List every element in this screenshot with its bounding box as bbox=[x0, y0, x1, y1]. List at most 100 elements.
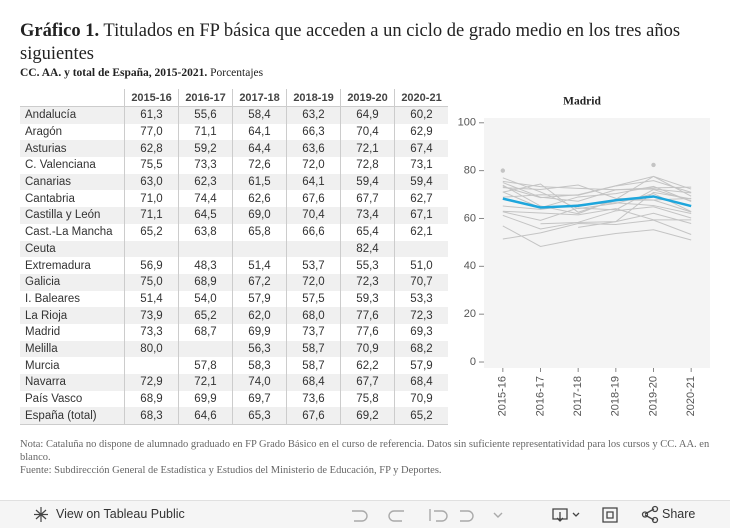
tableau-icon[interactable] bbox=[34, 507, 48, 522]
table-cell: 73,9 bbox=[124, 307, 179, 324]
table-row: Navarra 72,9 72,1 74,0 68,4 67,7 68,4 bbox=[20, 374, 448, 391]
table-cell bbox=[286, 240, 341, 258]
table-cell: 65,8 bbox=[232, 223, 287, 241]
title-block: Gráfico 1. Titulados en FP básica que ac… bbox=[20, 20, 710, 66]
table-cell: 70,7 bbox=[394, 273, 448, 291]
table-cell: 48,3 bbox=[178, 257, 233, 274]
table-cell: 57,9 bbox=[232, 290, 287, 308]
refresh-button[interactable] bbox=[460, 510, 503, 522]
table-cell: 67,7 bbox=[340, 190, 395, 208]
share-button[interactable]: Share bbox=[662, 507, 696, 521]
table-cell: 69,9 bbox=[232, 323, 287, 341]
table-cell: 70,4 bbox=[340, 123, 395, 141]
table-cell: 69,3 bbox=[394, 323, 448, 341]
table-cell: 67,4 bbox=[394, 140, 448, 158]
column-header: 2020-21 bbox=[394, 89, 448, 107]
table-cell: 64,4 bbox=[232, 140, 287, 158]
table-row: C. Valenciana 75,5 73,3 72,6 72,0 72,8 73,1 bbox=[20, 157, 448, 174]
undo-button[interactable] bbox=[352, 510, 368, 522]
chart-title: Madrid bbox=[563, 96, 601, 108]
table-cell: 61,5 bbox=[232, 173, 287, 191]
column-header: 2019-20 bbox=[340, 89, 395, 107]
plot-area bbox=[484, 118, 710, 368]
subtitle-label: CC. AA. y total de España, 2015-2021. bbox=[20, 67, 208, 79]
data-table: 2015-16 2016-17 2017-18 2018-19 2019-20 2020-… bbox=[20, 89, 448, 426]
y-tick-label: 80 bbox=[464, 165, 476, 177]
table-cell: 62,0 bbox=[232, 307, 287, 324]
fullscreen-button[interactable] bbox=[602, 507, 618, 523]
table-cell bbox=[178, 240, 233, 258]
table-row: Cast.-La Mancha 65,2 63,8 65,8 66,6 65,4 62,1 bbox=[20, 223, 448, 241]
note: Nota: Cataluña no dispone de alumnado gr… bbox=[20, 439, 710, 463]
table-cell: 73,6 bbox=[286, 390, 341, 408]
x-tick-label: 2019-20 bbox=[647, 376, 659, 416]
table-row: Ceuta 82,4 bbox=[20, 240, 448, 258]
point bbox=[651, 162, 656, 168]
table-cell: 73,7 bbox=[286, 323, 341, 341]
point bbox=[500, 168, 506, 173]
table-cell: 72,3 bbox=[340, 273, 395, 291]
table-cell: 75,0 bbox=[124, 273, 179, 291]
series-line bbox=[502, 175, 692, 215]
table-cell: 68,3 bbox=[124, 407, 179, 426]
revert-button[interactable] bbox=[429, 509, 448, 522]
series-line bbox=[502, 188, 692, 221]
table-cell: 65,3 bbox=[232, 407, 287, 426]
table-cell: 62,7 bbox=[394, 190, 448, 208]
table-cell: 68,4 bbox=[394, 374, 448, 391]
column-header: 2018-19 bbox=[286, 89, 341, 107]
table-cell: 65,2 bbox=[124, 223, 179, 241]
table-cell: 69,7 bbox=[232, 390, 287, 408]
table-cell: 75,8 bbox=[340, 390, 395, 408]
chart: Madrid 0 20 40 60 80 100 2015-16 2016-17 2017-18… bbox=[458, 96, 710, 416]
table-cell: 67,6 bbox=[286, 407, 341, 426]
table-cell: 68,9 bbox=[124, 390, 179, 408]
table-row: Castilla y León 71,1 64,5 69,0 70,4 73,4 67,1 bbox=[20, 207, 448, 224]
table-row: Melilla 80,0 56,3 58,7 70,9 68,2 bbox=[20, 340, 448, 358]
table-cell: 63,6 bbox=[286, 140, 341, 158]
table-row: La Rioja 73,9 65,2 62,0 68,0 77,6 72,3 bbox=[20, 307, 448, 324]
table-cell bbox=[394, 240, 448, 258]
table-cell: 80,0 bbox=[124, 340, 179, 358]
table-cell: 72,3 bbox=[394, 307, 448, 324]
table-row: País Vasco 68,9 69,9 69,7 73,6 75,8 70,9 bbox=[20, 390, 448, 408]
table-cell: 77,0 bbox=[124, 123, 179, 141]
x-tick-label: 2018-19 bbox=[610, 376, 622, 416]
row-label: C. Valenciana bbox=[25, 159, 96, 172]
table-cell: 51,4 bbox=[232, 257, 287, 274]
table-cell: 63,8 bbox=[178, 223, 233, 241]
table-cell: 51,4 bbox=[124, 290, 179, 308]
table-cell: 55,3 bbox=[340, 257, 395, 274]
table-row: Andalucía 61,3 55,6 58,4 63,2 64,9 60,2 bbox=[20, 106, 448, 124]
table-cell: 71,1 bbox=[124, 207, 179, 224]
table-cell: 73,4 bbox=[340, 207, 395, 224]
table-row: Aragón 77,0 71,1 64,1 66,3 70,4 62,9 bbox=[20, 123, 448, 141]
row-label: Galicia bbox=[20, 273, 125, 291]
table-cell: 72,8 bbox=[340, 157, 395, 174]
table-cell: 72,6 bbox=[232, 157, 287, 174]
table-cell: 67,6 bbox=[286, 190, 341, 208]
table-row: Murcia 57,8 58,3 58,7 62,2 57,9 bbox=[20, 357, 448, 374]
table-cell: 56,3 bbox=[232, 340, 287, 358]
table-cell bbox=[178, 340, 233, 358]
y-tick-label: 40 bbox=[464, 260, 476, 272]
table-row: España (total) 68,3 64,6 65,3 67,6 69,2 65,2 bbox=[20, 407, 448, 426]
row-label: I. Baleares bbox=[25, 292, 80, 305]
row-label: Cast.-La Mancha bbox=[25, 226, 113, 239]
row-label: Cantabria bbox=[25, 192, 75, 205]
view-link[interactable]: View on Tableau Public bbox=[56, 507, 185, 521]
table-cell: 68,2 bbox=[394, 340, 448, 358]
y-tick-label: 60 bbox=[464, 212, 476, 224]
table-cell: 71,1 bbox=[178, 123, 233, 141]
download-button[interactable] bbox=[552, 508, 580, 522]
table-cell: 59,4 bbox=[340, 173, 395, 191]
redo-button[interactable] bbox=[388, 510, 404, 522]
source: Fuente: Subdirección General de Estadíst… bbox=[20, 465, 442, 476]
table-cell: 64,5 bbox=[178, 207, 233, 224]
table-cell: 74,4 bbox=[178, 190, 233, 208]
row-label: Aragón bbox=[25, 126, 63, 139]
table-cell: 56,9 bbox=[124, 257, 179, 274]
table-cell: 62,9 bbox=[394, 123, 448, 141]
table-cell: 53,3 bbox=[394, 290, 448, 308]
row-label: Murcia bbox=[25, 359, 60, 372]
